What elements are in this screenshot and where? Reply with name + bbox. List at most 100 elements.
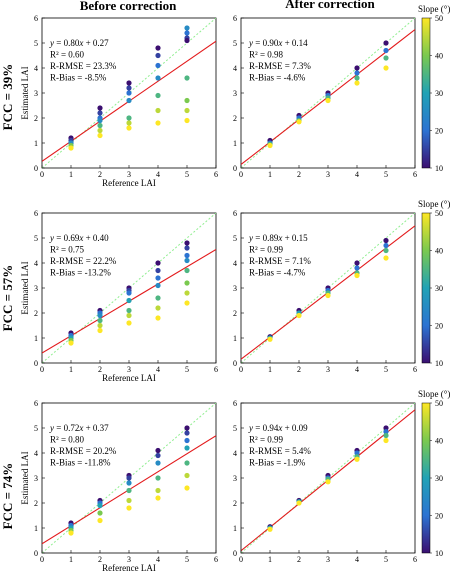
data-point bbox=[383, 425, 389, 431]
data-point bbox=[126, 307, 132, 314]
colorbar-tick-label: 30 bbox=[435, 89, 443, 98]
x-tick-label: 3 bbox=[326, 365, 330, 374]
data-point bbox=[184, 267, 190, 274]
x-tick-label: 2 bbox=[297, 170, 301, 179]
plot-area bbox=[241, 213, 415, 363]
data-point bbox=[383, 237, 389, 244]
y-tick-label: 1 bbox=[233, 139, 237, 148]
data-point bbox=[97, 502, 103, 509]
x-tick-label: 1 bbox=[69, 170, 73, 179]
data-point bbox=[184, 425, 190, 431]
row-title-fcc-74: FCC = 74% bbox=[0, 463, 15, 530]
y-tick-label: 0 bbox=[233, 359, 237, 368]
data-point bbox=[383, 65, 389, 71]
data-point bbox=[97, 317, 103, 324]
data-point bbox=[155, 92, 161, 99]
data-point bbox=[97, 122, 103, 129]
y-tick-label: 3 bbox=[34, 474, 38, 483]
data-point bbox=[383, 55, 389, 61]
stat-annotation: R-RMSE = 23.3% bbox=[50, 61, 117, 71]
stat-annotation: R² = 0.99 bbox=[249, 435, 284, 445]
data-point bbox=[184, 117, 190, 124]
data-point bbox=[126, 497, 132, 504]
y-tick-label: 5 bbox=[233, 234, 237, 243]
y-tick-label: 1 bbox=[34, 334, 38, 343]
y-tick-label: 5 bbox=[34, 424, 38, 433]
data-point bbox=[184, 437, 190, 444]
data-point bbox=[126, 97, 132, 104]
colorbar-tick-label: 40 bbox=[435, 52, 443, 61]
x-tick-label: 4 bbox=[355, 170, 359, 179]
colorbar-tick-label: 50 bbox=[435, 14, 443, 23]
data-point bbox=[325, 292, 331, 299]
colorbar-gradient bbox=[421, 212, 431, 364]
data-point bbox=[184, 485, 190, 491]
data-point bbox=[155, 295, 161, 301]
x-tick-label: 4 bbox=[156, 555, 160, 564]
plot-area bbox=[42, 403, 216, 553]
column-title-before: Before correction bbox=[80, 0, 177, 13]
plot-area bbox=[42, 18, 216, 168]
data-point bbox=[126, 312, 132, 319]
data-point bbox=[383, 255, 389, 261]
data-point bbox=[155, 452, 161, 459]
x-tick-label: 5 bbox=[185, 170, 189, 179]
stat-annotation: R² = 0.60 bbox=[50, 50, 85, 60]
data-point bbox=[155, 62, 161, 69]
y-tick-label: 4 bbox=[34, 449, 38, 458]
data-point bbox=[155, 52, 161, 59]
x-tick-label: 0 bbox=[239, 555, 243, 564]
colorbar-tick-label: 40 bbox=[435, 437, 443, 446]
x-tick-label: 2 bbox=[297, 365, 301, 374]
data-point bbox=[126, 487, 132, 494]
y-tick-label: 6 bbox=[34, 209, 38, 218]
data-point bbox=[155, 275, 161, 281]
data-point bbox=[184, 245, 190, 251]
x-tick-label: 0 bbox=[40, 555, 44, 564]
y-tick-label: 1 bbox=[34, 524, 38, 533]
x-tick-label: 6 bbox=[413, 365, 417, 374]
x-tick-label: 0 bbox=[40, 365, 44, 374]
y-tick-label: 0 bbox=[34, 164, 38, 173]
y-tick-label: 2 bbox=[233, 499, 237, 508]
data-point bbox=[155, 495, 161, 501]
data-point bbox=[155, 315, 161, 321]
y-tick-label: 2 bbox=[34, 499, 38, 508]
colorbar-label: Slope (°) bbox=[418, 389, 450, 399]
x-tick-label: 4 bbox=[156, 365, 160, 374]
data-point bbox=[354, 272, 360, 279]
data-point bbox=[126, 90, 132, 96]
x-tick-label: 6 bbox=[413, 555, 417, 564]
y-tick-label: 6 bbox=[233, 209, 237, 218]
data-point bbox=[354, 456, 360, 462]
data-point bbox=[267, 336, 273, 342]
y-tick-label: 6 bbox=[233, 14, 237, 23]
data-point bbox=[97, 517, 103, 524]
data-point bbox=[155, 487, 161, 494]
x-axis-label: Reference LAI bbox=[102, 373, 156, 383]
x-tick-label: 6 bbox=[413, 170, 417, 179]
data-point bbox=[155, 107, 161, 114]
x-tick-label: 6 bbox=[214, 170, 218, 179]
x-tick-label: 1 bbox=[69, 555, 73, 564]
stat-annotation: R-RMSE = 7.1% bbox=[249, 256, 311, 266]
colorbar-tick-label: 20 bbox=[435, 127, 443, 136]
data-point bbox=[97, 127, 103, 134]
colorbar-tick-label: 20 bbox=[435, 512, 443, 521]
stat-annotation: R² = 0.99 bbox=[249, 245, 284, 255]
stat-annotation: R-RMSE = 22.2% bbox=[50, 256, 117, 266]
stat-annotation: y = 0.69x + 0.40 bbox=[49, 233, 109, 243]
stat-annotation: R-Bias = -11.8% bbox=[50, 458, 111, 468]
y-tick-label: 4 bbox=[34, 259, 38, 268]
x-tick-label: 2 bbox=[297, 555, 301, 564]
panel-5: 0 1 2 3 4 5 6 0 1 2 3 4 5 6 Reference LAI Estimated LAI… bbox=[20, 399, 218, 573]
colorbar-label: Slope (°) bbox=[418, 199, 450, 209]
data-point bbox=[354, 450, 360, 456]
data-point bbox=[155, 75, 161, 81]
plot-area bbox=[241, 18, 415, 168]
y-tick-label: 6 bbox=[233, 399, 237, 408]
